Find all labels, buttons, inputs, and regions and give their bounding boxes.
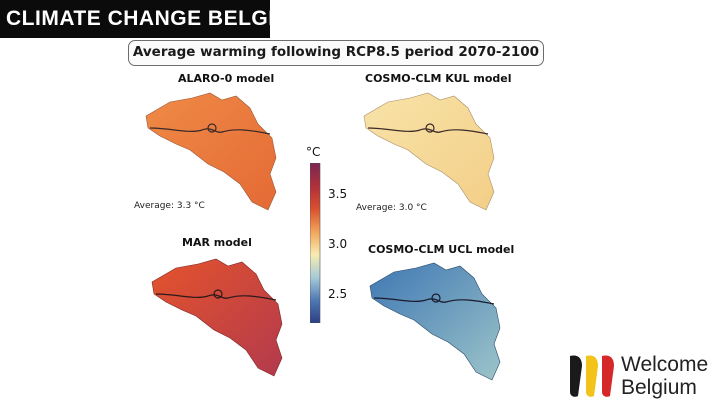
welcome-belgium-logo: Welcome Belgium (566, 350, 716, 400)
panel-title-cosmo-kul: COSMO-CLM KUL model (365, 72, 512, 85)
map-cosmo-ucl (369, 262, 501, 381)
logo-line-2: Belgium (621, 376, 697, 399)
flag-stripes-icon (570, 355, 614, 397)
map-mar (151, 258, 283, 377)
panel-title-mar: MAR model (182, 236, 252, 249)
map-alaro (145, 92, 277, 211)
colorbar-unit: °C (306, 145, 321, 159)
colorbar-ramp (310, 163, 321, 323)
panel-title-cosmo-ucl: COSMO-CLM UCL model (368, 243, 515, 256)
map-cosmo-kul (363, 92, 495, 211)
logo-line-1: Welcome (621, 353, 709, 376)
panel-title-alaro: ALARO-0 model (178, 72, 275, 85)
average-label-cosmo-kul: Average: 3.0 °C (356, 203, 427, 213)
colorbar-tick-3-0: 3.0 (328, 237, 348, 251)
header-banner: CLIMATE CHANGE BELGIUM (0, 0, 308, 38)
average-label-alaro: Average: 3.3 °C (134, 201, 205, 211)
figure-title: Average warming following RCP8.5 period … (128, 40, 544, 66)
colorbar-tick-3-5: 3.5 (328, 187, 348, 201)
colorbar-tick-2-5: 2.5 (328, 287, 348, 301)
colorbar: °C 3.5 3.0 2.5 (300, 145, 360, 325)
